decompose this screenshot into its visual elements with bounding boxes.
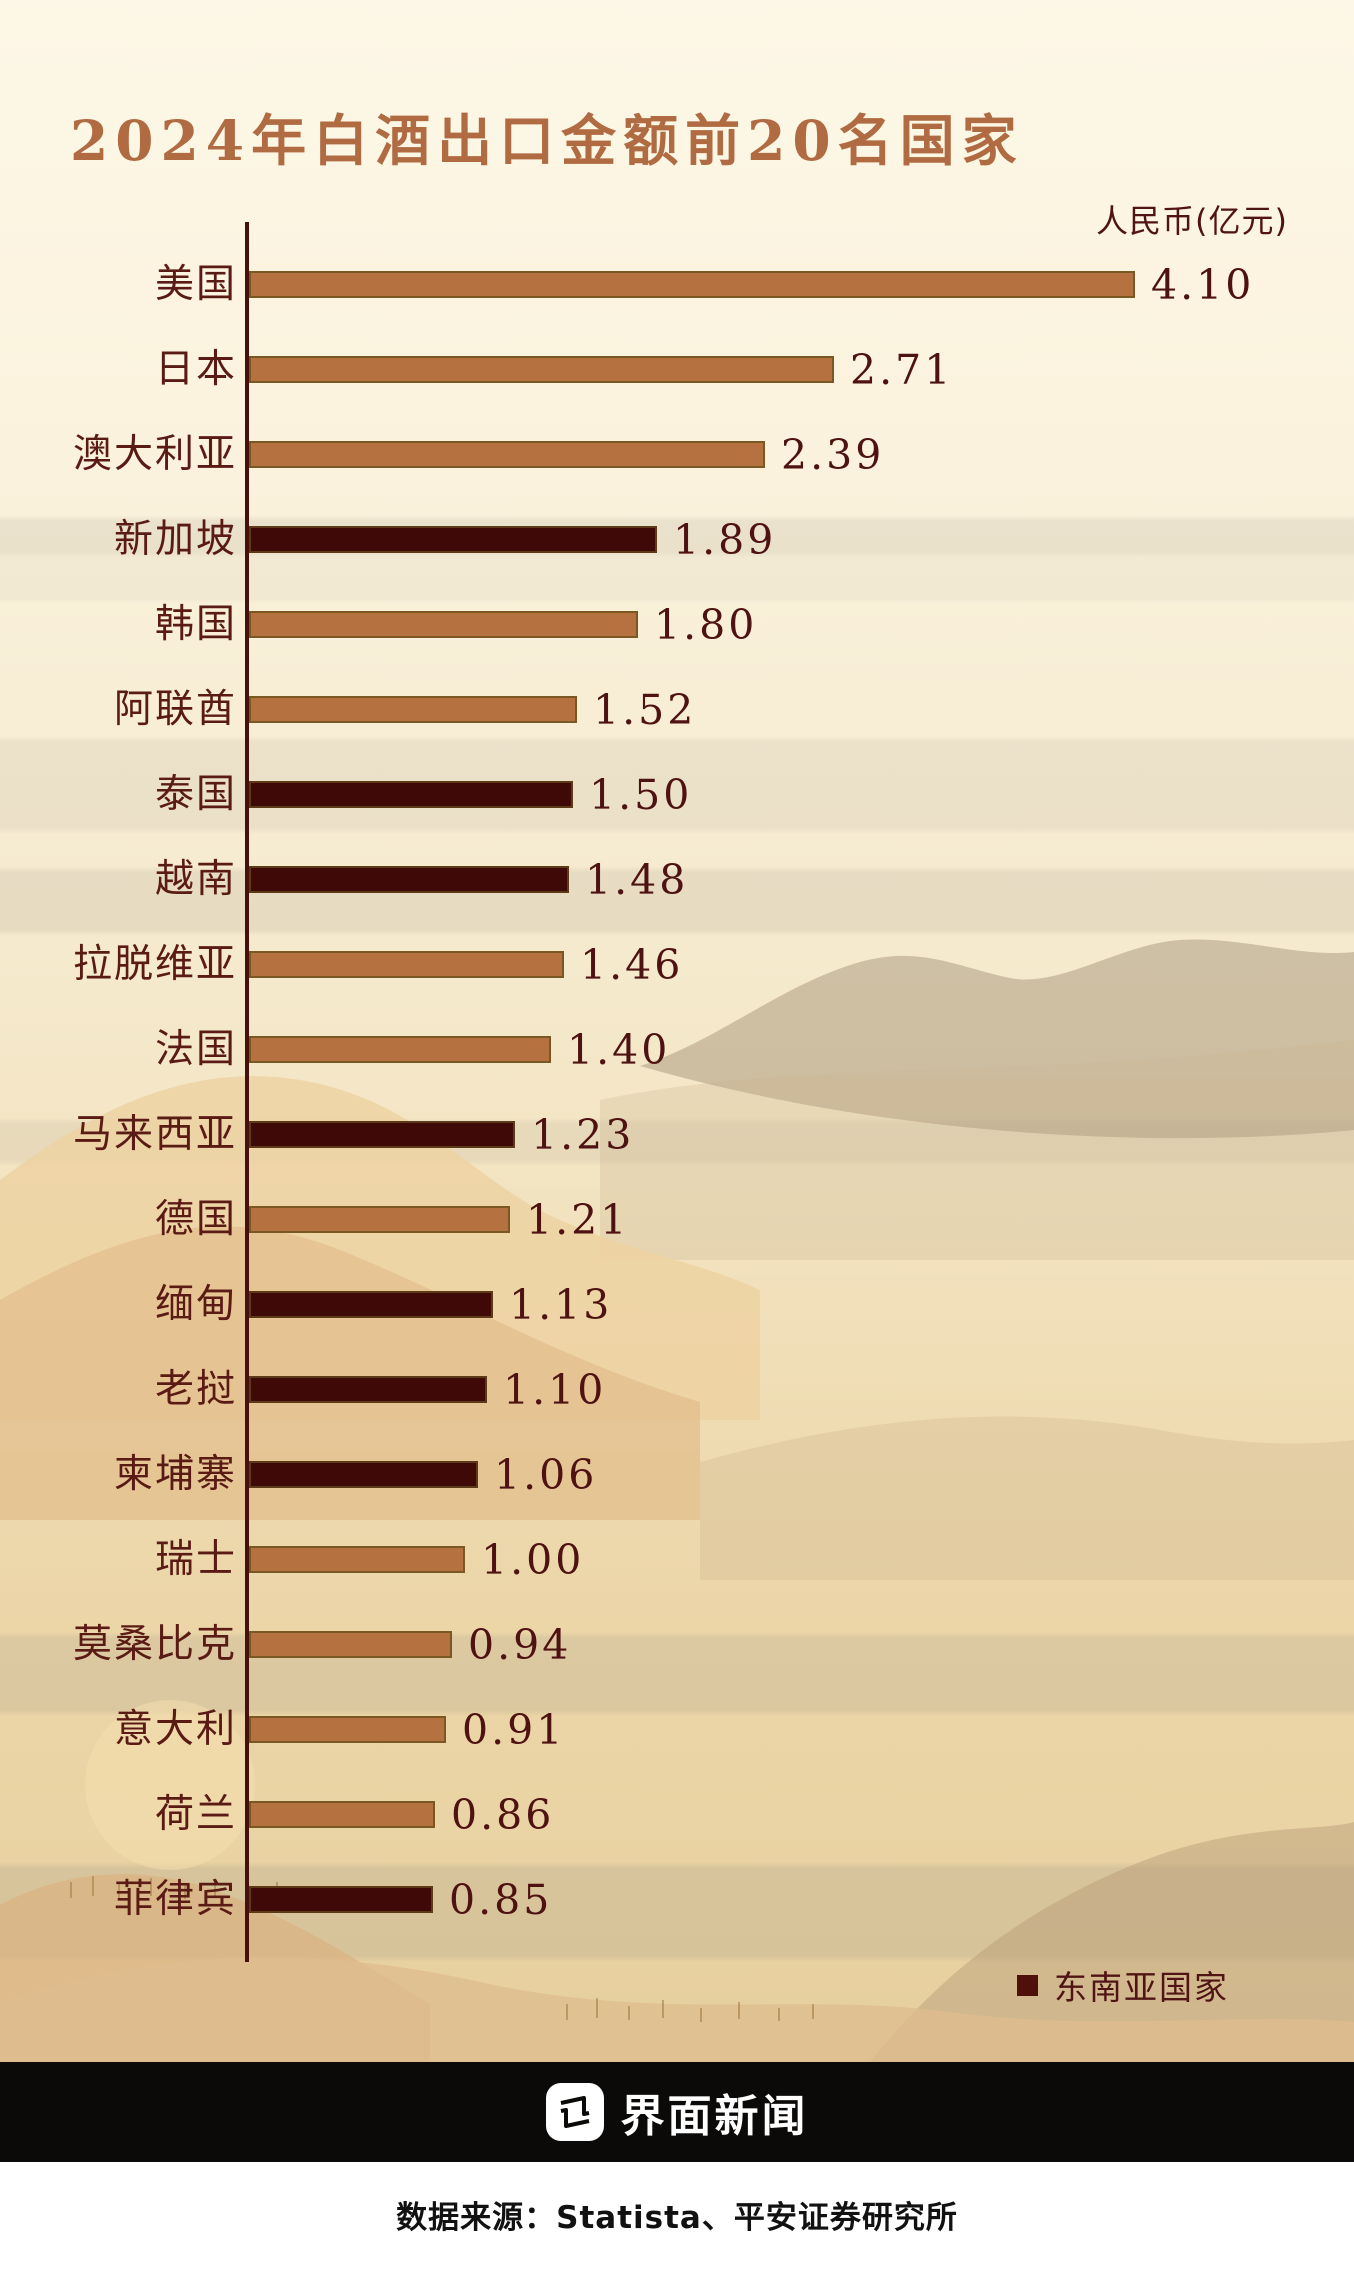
country-label: 拉脱维亚	[72, 942, 237, 987]
chart-row: 马来西亚 1.23	[0, 1092, 1354, 1178]
country-label: 韩国	[154, 602, 237, 647]
y-axis-line	[245, 222, 249, 1962]
country-label: 泰国	[154, 772, 237, 817]
value-label: 2.39	[781, 431, 885, 479]
chart-row: 老挝 1.10	[0, 1347, 1354, 1433]
chart-row: 德国 1.21	[0, 1177, 1354, 1263]
value-label: 1.23	[531, 1111, 635, 1159]
value-label: 1.10	[503, 1366, 607, 1414]
value-label: 1.00	[481, 1536, 585, 1584]
bar	[249, 271, 1135, 298]
bar	[249, 1801, 435, 1828]
bar-southeast-asia	[249, 1291, 493, 1318]
chart-row: 法国 1.40	[0, 1007, 1354, 1093]
country-label: 美国	[154, 262, 237, 307]
bar	[249, 1206, 510, 1233]
bar	[249, 611, 638, 638]
value-label: 1.46	[580, 941, 684, 989]
value-label: 1.06	[494, 1451, 598, 1499]
bar	[249, 1036, 551, 1063]
bar	[249, 356, 834, 383]
chart-row: 美国 4.10	[0, 242, 1354, 328]
bar	[249, 1716, 446, 1743]
source-area: 数据来源：Statista、平安证券研究所	[0, 2162, 1354, 2294]
chart-row: 阿联酋 1.52	[0, 667, 1354, 753]
value-label: 0.91	[462, 1706, 566, 1754]
chart-row: 瑞士 1.00	[0, 1517, 1354, 1603]
value-label: 1.52	[593, 686, 697, 734]
country-label: 菲律宾	[113, 1877, 237, 1922]
chart-row: 菲律宾 0.85	[0, 1857, 1354, 1943]
country-label: 意大利	[113, 1707, 237, 1752]
value-label: 0.94	[468, 1621, 572, 1669]
country-label: 马来西亚	[72, 1112, 237, 1157]
country-label: 莫桑比克	[72, 1622, 237, 1667]
country-label: 荷兰	[154, 1792, 237, 1837]
chart-row: 意大利 0.91	[0, 1687, 1354, 1773]
country-label: 柬埔寨	[113, 1452, 237, 1497]
bar-southeast-asia	[249, 1461, 478, 1488]
country-label: 德国	[154, 1197, 237, 1242]
value-label: 1.48	[585, 856, 689, 904]
bar-southeast-asia	[249, 1376, 487, 1403]
chart-row: 柬埔寨 1.06	[0, 1432, 1354, 1518]
value-label: 1.13	[509, 1281, 613, 1329]
chart-row: 新加坡 1.89	[0, 497, 1354, 583]
value-label: 1.50	[589, 771, 693, 819]
value-label: 1.80	[654, 601, 758, 649]
country-label: 澳大利亚	[72, 432, 237, 477]
country-label: 新加坡	[113, 517, 237, 562]
bar	[249, 696, 577, 723]
bar	[249, 1631, 452, 1658]
bar	[249, 1546, 465, 1573]
footer-brand-bar: 界面新闻	[0, 2062, 1354, 2162]
bar-southeast-asia	[249, 526, 657, 553]
brand-name: 界面新闻	[620, 2091, 809, 2142]
data-source-text: 数据来源：Statista、平安证券研究所	[396, 2200, 958, 2236]
bar	[249, 441, 765, 468]
bar-southeast-asia	[249, 781, 573, 808]
country-label: 阿联酋	[113, 687, 237, 732]
bar	[249, 951, 564, 978]
chart-row: 拉脱维亚 1.46	[0, 922, 1354, 1008]
chart-row: 韩国 1.80	[0, 582, 1354, 668]
chart-row: 越南 1.48	[0, 837, 1354, 923]
value-label: 1.21	[526, 1196, 630, 1244]
page-title: 2024年白酒出口金额前20名国家	[70, 108, 1024, 173]
bar-southeast-asia	[249, 866, 569, 893]
value-label: 0.86	[451, 1791, 555, 1839]
value-label: 0.85	[449, 1876, 553, 1924]
country-label: 老挝	[154, 1367, 237, 1412]
jiemian-logo-icon	[545, 2083, 604, 2141]
unit-label: 人民币(亿元)	[1096, 202, 1288, 240]
country-label: 日本	[154, 347, 237, 392]
bar-southeast-asia	[249, 1121, 515, 1148]
country-label: 瑞士	[154, 1537, 237, 1582]
country-label: 越南	[154, 857, 237, 902]
value-label: 2.71	[850, 346, 954, 394]
chart-row: 日本 2.71	[0, 327, 1354, 413]
value-label: 1.89	[673, 516, 777, 564]
legend: 东南亚国家	[1017, 1957, 1229, 2013]
bar-southeast-asia	[249, 1886, 433, 1913]
chart-row: 泰国 1.50	[0, 752, 1354, 838]
chart-row: 荷兰 0.86	[0, 1772, 1354, 1858]
country-label: 法国	[154, 1027, 237, 1072]
country-label: 缅甸	[154, 1282, 237, 1327]
legend-swatch-southeast-asia	[1017, 1974, 1038, 1996]
value-label: 4.10	[1151, 261, 1255, 309]
legend-label: 东南亚国家	[1054, 1968, 1229, 2007]
chart-row: 缅甸 1.13	[0, 1262, 1354, 1348]
chart-row: 莫桑比克 0.94	[0, 1602, 1354, 1688]
chart-row: 澳大利亚 2.39	[0, 412, 1354, 498]
value-label: 1.40	[567, 1026, 671, 1074]
